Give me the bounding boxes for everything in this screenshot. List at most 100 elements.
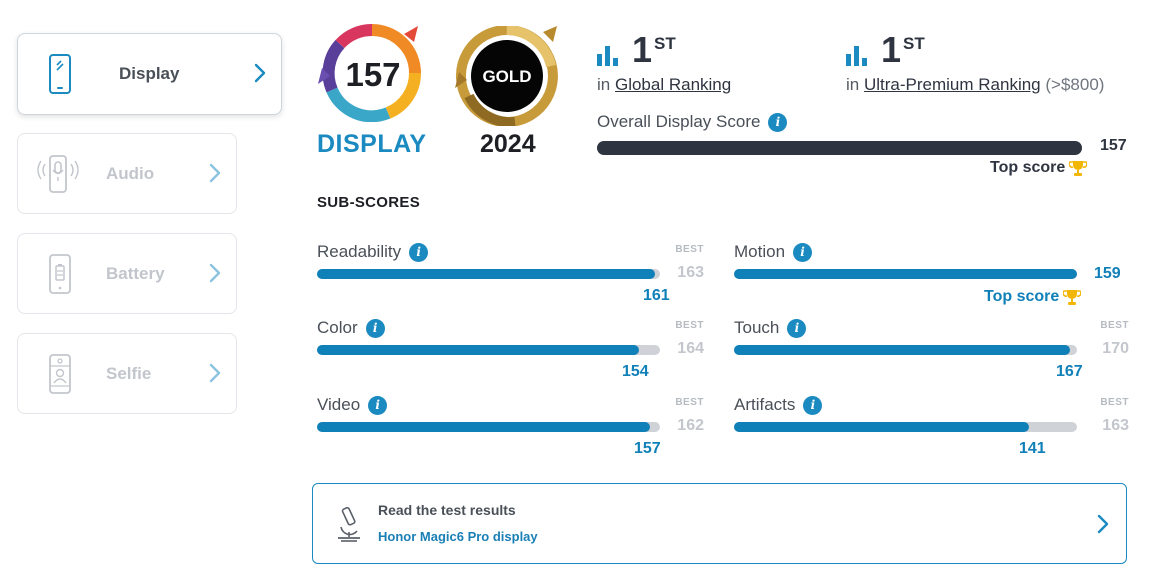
chevron-right-icon (254, 63, 266, 83)
price-segment: (>$800) (1045, 75, 1105, 94)
ranking-bars-icon (597, 46, 618, 66)
test-results-title: Read the test results (378, 502, 516, 518)
subscore-track (734, 422, 1077, 432)
subscore-track (317, 422, 660, 432)
award-year: 2024 (480, 130, 536, 158)
trophy-icon (1069, 160, 1088, 176)
subscore-fill (317, 345, 639, 355)
trophy-icon (1063, 289, 1082, 305)
sidebar-item-label: Battery (106, 264, 165, 283)
rank-suffix: ST (903, 34, 925, 53)
best-value: 164 (677, 340, 704, 357)
rank-prefix: in (597, 75, 611, 94)
subscore-value: 157 (634, 440, 661, 457)
microscope-icon (338, 506, 360, 542)
subscore-fill (317, 269, 655, 279)
chevron-right-icon (209, 363, 221, 383)
best-value: 170 (1102, 340, 1129, 357)
chevron-right-icon (209, 263, 221, 283)
award-label: GOLD (482, 67, 531, 86)
sidebar-item-selfie[interactable]: Selfie (17, 333, 237, 414)
subscore-fill (317, 422, 650, 432)
subscore-artifacts: Artifacts i BEST 163 141 (734, 395, 1134, 465)
subscore-name: Motion (734, 242, 786, 261)
subscore-fill (734, 269, 1077, 279)
subscore-motion: Motion i 159 Top score (734, 242, 1134, 312)
subscore-track (734, 269, 1077, 279)
top-score-label: Top score (984, 288, 1060, 305)
info-icon[interactable]: i (793, 242, 813, 262)
info-icon[interactable]: i (768, 112, 788, 132)
test-results-card[interactable]: Read the test results Honor Magic6 Pro d… (312, 483, 1127, 564)
rank-number: 1 (632, 29, 653, 70)
info-icon[interactable]: i (365, 318, 385, 338)
subscore-value: 159 (1094, 265, 1121, 282)
rank-suffix: ST (654, 34, 676, 53)
overall-score-value: 157 (1100, 137, 1127, 154)
gold-award-badge: GOLD (455, 26, 558, 126)
sidebar-item-label: Display (119, 64, 180, 83)
sidebar-item-label: Audio (106, 164, 155, 183)
top-score-label: Top score (990, 159, 1066, 176)
subscore-name: Color (317, 318, 358, 337)
rank-number: 1 (881, 29, 902, 70)
subscore-fill (734, 422, 1029, 432)
subscore-value: 154 (622, 363, 649, 380)
chevron-right-icon (209, 163, 221, 183)
subscore-video: Video i BEST 162 157 (317, 395, 717, 465)
rank-prefix: in (846, 75, 860, 94)
subscore-color: Color i BEST 164 154 (317, 318, 717, 388)
overall-score-label: Overall Display Score i (597, 112, 788, 132)
phone-speaker-icon (37, 155, 79, 193)
best-label: BEST (675, 244, 704, 255)
sidebar-item-audio[interactable]: Audio (17, 133, 237, 214)
ranking-bars-icon (846, 46, 867, 66)
overall-score-bar (597, 141, 1082, 155)
subscore-name: Touch (734, 318, 780, 337)
sub-scores-title: SUB-SCORES (317, 194, 421, 211)
chevron-right-icon (1097, 514, 1109, 534)
segment-ranking-link[interactable]: Ultra-Premium Ranking (863, 75, 1041, 94)
subscore-value: 167 (1056, 363, 1083, 380)
global-ranking-link[interactable]: Global Ranking (614, 75, 732, 94)
segment-rank-text: in Ultra-Premium Ranking (>$800) (846, 75, 1104, 95)
badge-score: 157 (345, 56, 400, 93)
info-icon[interactable]: i (409, 242, 429, 262)
info-icon[interactable]: i (803, 395, 823, 415)
subscore-name: Video (317, 395, 361, 414)
phone-icon (49, 54, 71, 94)
best-label: BEST (675, 397, 704, 408)
test-results-link[interactable]: Honor Magic6 Pro display (378, 529, 538, 544)
global-rank-text: in Global Ranking (597, 75, 731, 95)
subscore-fill (734, 345, 1070, 355)
subscore-track (317, 269, 660, 279)
segment-rank: 1 ST (846, 30, 925, 70)
sidebar-item-display[interactable]: Display (17, 33, 282, 115)
subscore-track (734, 345, 1077, 355)
badge-category: DISPLAY (317, 130, 427, 158)
subscore-name: Artifacts (734, 395, 796, 414)
overall-top-score: Top score (990, 159, 1088, 177)
best-value: 163 (1102, 417, 1129, 434)
subscore-name: Readability (317, 242, 402, 261)
score-badge: 157 (318, 24, 422, 122)
overall-score-title: Overall Display Score (597, 112, 761, 131)
sidebar-item-label: Selfie (106, 364, 152, 383)
sidebar-item-battery[interactable]: Battery (17, 233, 237, 314)
best-value: 163 (677, 264, 704, 281)
best-value: 162 (677, 417, 704, 434)
subscore-track (317, 345, 660, 355)
global-rank: 1 ST (597, 30, 676, 70)
phone-battery-icon (49, 254, 71, 294)
best-label: BEST (1100, 397, 1129, 408)
phone-selfie-icon (49, 354, 71, 394)
best-label: BEST (675, 320, 704, 331)
info-icon[interactable]: i (787, 318, 807, 338)
best-label: BEST (1100, 320, 1129, 331)
subscore-value: 161 (643, 287, 670, 304)
info-icon[interactable]: i (368, 395, 388, 415)
subscore-top-score: Top score (984, 288, 1082, 306)
subscore-value: 141 (1019, 440, 1046, 457)
subscore-readability: Readability i BEST 163 161 (317, 242, 717, 312)
subscore-touch: Touch i BEST 170 167 (734, 318, 1134, 388)
